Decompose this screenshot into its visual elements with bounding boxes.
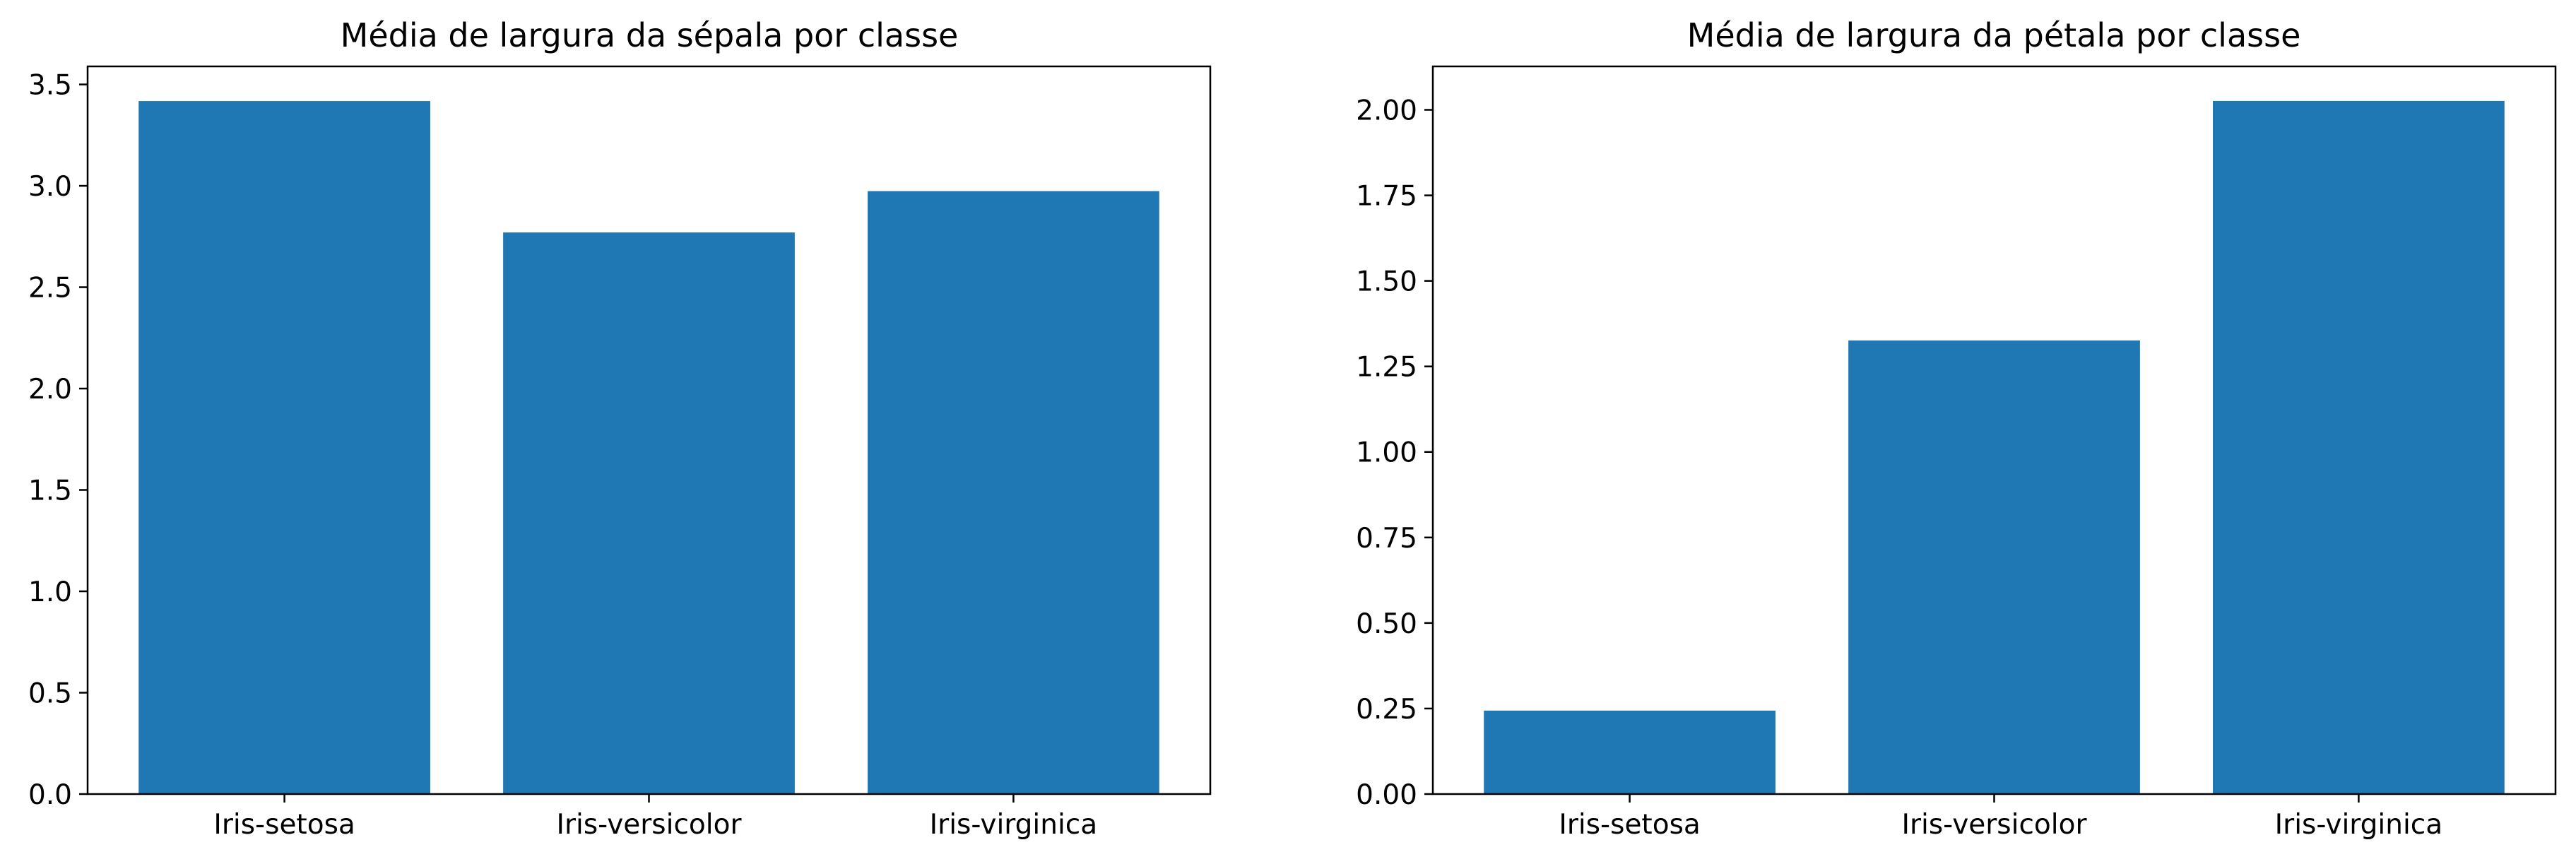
bar — [503, 232, 795, 794]
y-tick-label: 1.50 — [1356, 266, 1417, 298]
bar — [138, 101, 430, 794]
x-tick-label: Iris-versicolor — [556, 809, 742, 841]
x-tick-label: Iris-versicolor — [1901, 809, 2087, 841]
plot-area-frame — [86, 65, 1212, 795]
bar — [1848, 340, 2140, 794]
bar — [2213, 100, 2505, 795]
y-tick-label: 1.0 — [28, 576, 72, 608]
chart-petal-width: Média de largura da pétala por classe 0.… — [1356, 16, 2557, 841]
y-tick-label: 0.5 — [28, 678, 72, 710]
chart-title: Média de largura da pétala por classe — [1687, 16, 2301, 54]
y-tick-label: 0.25 — [1356, 694, 1417, 726]
y-tick-label: 1.75 — [1356, 181, 1417, 213]
y-tick-label: 1.00 — [1356, 437, 1417, 469]
x-tick-label: Iris-setosa — [1559, 809, 1700, 841]
y-tick-label: 2.5 — [28, 273, 72, 304]
x-tick-label: Iris-virginica — [930, 809, 1097, 841]
y-tick-label: 2.00 — [1356, 95, 1417, 126]
bar — [868, 191, 1159, 794]
y-tick-label: 0.0 — [28, 779, 72, 811]
y-tick-label: 2.0 — [28, 374, 72, 406]
x-tick-label: Iris-virginica — [2275, 809, 2442, 841]
x-tick-label: Iris-setosa — [213, 809, 355, 841]
chart-title: Média de largura da sépala por classe — [341, 16, 959, 54]
bar — [1484, 710, 1776, 794]
y-tick-label: 0.50 — [1356, 608, 1417, 640]
chart-sepal-width: Média de largura da sépala por classe 0.… — [28, 16, 1212, 841]
y-tick-label: 1.25 — [1356, 352, 1417, 384]
y-tick-label: 3.5 — [28, 70, 72, 102]
plot-area-frame — [1431, 65, 2557, 795]
y-tick-label: 1.5 — [28, 475, 72, 507]
y-tick-label: 0.75 — [1356, 523, 1417, 555]
y-tick-label: 0.00 — [1356, 779, 1417, 811]
y-tick-label: 3.0 — [28, 171, 72, 203]
